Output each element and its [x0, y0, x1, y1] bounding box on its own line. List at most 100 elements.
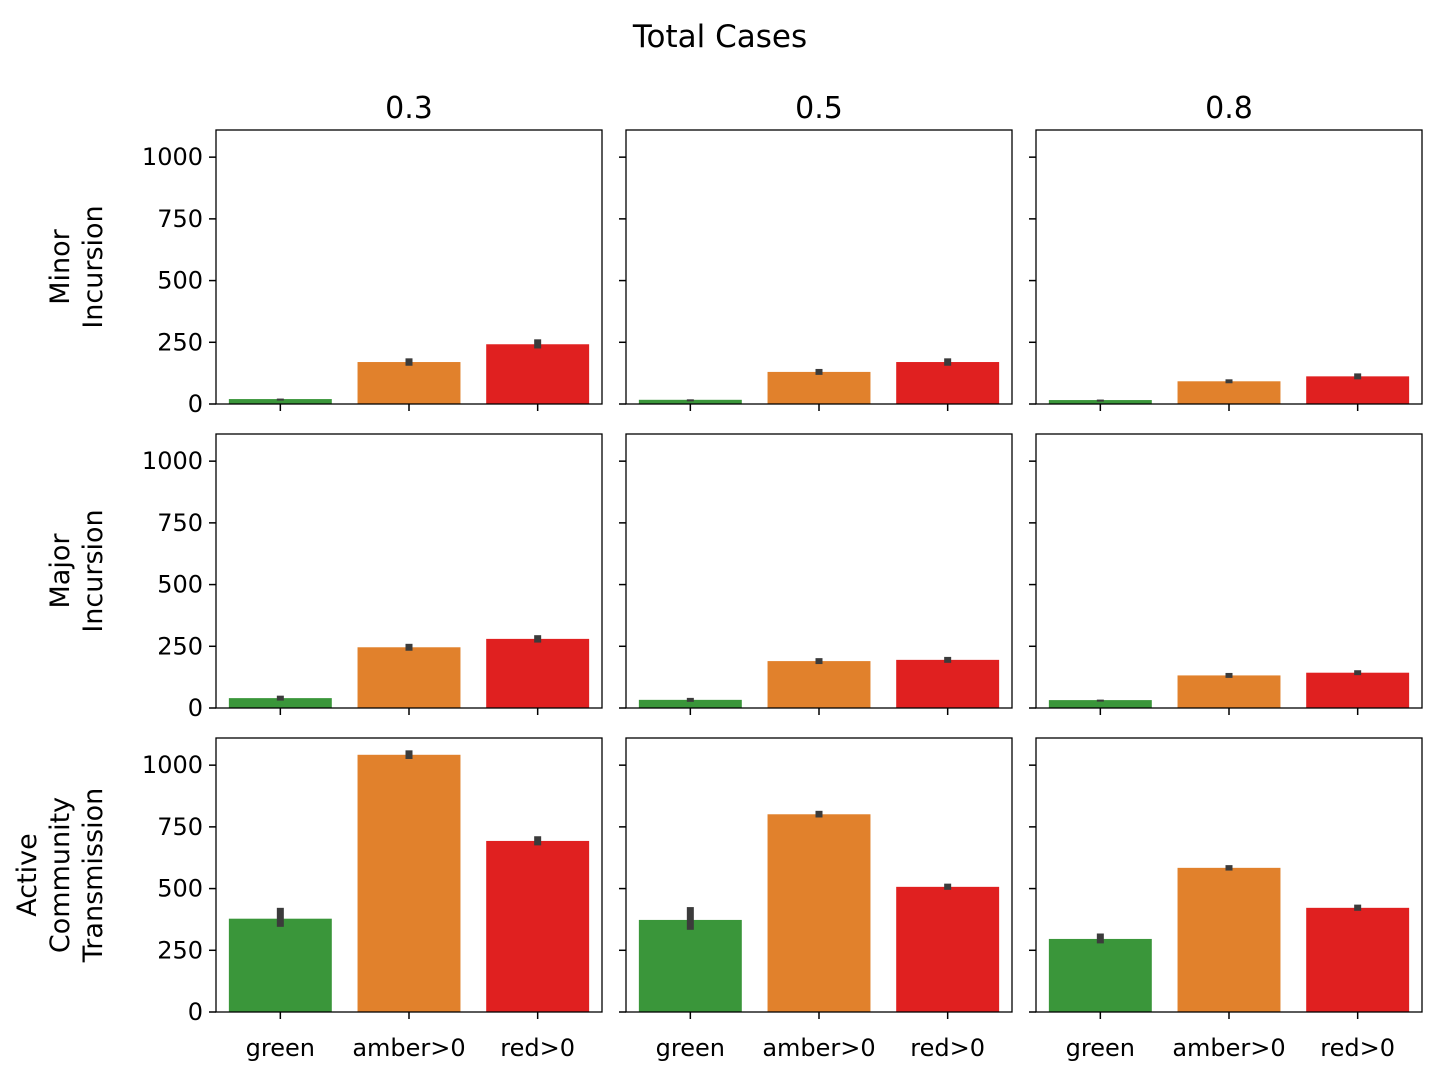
panel [1029, 433, 1423, 715]
row-label: Incursion [78, 205, 109, 328]
error-bar [944, 656, 952, 663]
bar-red-gt-0 [896, 362, 1000, 404]
bar-green [1048, 938, 1152, 1012]
error-bar [1354, 904, 1362, 911]
x-tick-label: red>0 [910, 1034, 985, 1062]
error-bar [1225, 865, 1233, 871]
bar-amber-gt-0 [767, 661, 871, 708]
row-label: Transmission [78, 788, 109, 963]
error-bar [405, 358, 413, 366]
bar-red-gt-0 [486, 344, 590, 404]
bar-amber-gt-0 [767, 371, 871, 404]
y-tick-label: 250 [157, 328, 203, 356]
bar-red-gt-0 [1306, 672, 1410, 708]
panel: 0 250 500 750 1000 [142, 129, 603, 418]
error-bar [405, 643, 413, 651]
bar-green [228, 918, 332, 1012]
error-bar [815, 368, 823, 375]
error-bar [1354, 670, 1362, 676]
error-bar [276, 695, 284, 701]
x-tick-label: green [1066, 1034, 1135, 1062]
column-title: 0.5 [795, 91, 843, 126]
error-bar [944, 883, 952, 890]
bar-green [228, 399, 332, 404]
error-bar [1225, 379, 1233, 384]
x-tick-label: red>0 [500, 1034, 575, 1062]
y-tick-label: 750 [157, 813, 203, 841]
y-tick-label: 500 [157, 267, 203, 295]
chart-title: Total Cases [632, 19, 807, 55]
error-bar [815, 658, 823, 665]
error-bar [534, 836, 542, 846]
error-bar [686, 399, 694, 402]
y-tick-label: 0 [188, 694, 203, 722]
bar-amber-gt-0 [1177, 675, 1281, 708]
panel: 0 250 500 750 1000 [142, 433, 603, 722]
bar-green [638, 919, 742, 1012]
bar-green [1048, 400, 1152, 404]
bar-green [638, 399, 742, 404]
error-bar [1096, 933, 1104, 944]
error-bar [686, 907, 694, 930]
bar-amber-gt-0 [767, 814, 871, 1012]
panel: green amber>0 red>0 [619, 737, 1013, 1062]
panel [1029, 129, 1423, 411]
y-tick-label: 750 [157, 205, 203, 233]
error-bar [405, 750, 413, 759]
bar-amber-gt-0 [1177, 381, 1281, 404]
y-tick-label: 0 [188, 998, 203, 1026]
error-bar [815, 810, 823, 818]
error-bar [276, 398, 284, 401]
bar-red-gt-0 [1306, 376, 1410, 404]
x-tick-label: amber>0 [352, 1034, 465, 1062]
y-tick-label: 500 [157, 571, 203, 599]
bar-amber-gt-0 [1177, 867, 1281, 1012]
bar-red-gt-0 [486, 638, 590, 708]
column-title: 0.3 [385, 91, 433, 126]
bar-amber-gt-0 [357, 754, 461, 1012]
x-tick-label: green [246, 1034, 315, 1062]
bar-green [1048, 700, 1152, 708]
error-bar [276, 907, 284, 927]
row-label: Major [45, 533, 76, 609]
error-bar [686, 697, 694, 702]
row-label: Community [45, 797, 76, 953]
y-tick-label: 750 [157, 509, 203, 537]
y-tick-label: 1000 [142, 447, 203, 475]
bar-red-gt-0 [896, 659, 1000, 708]
error-bar [944, 358, 952, 366]
bar-amber-gt-0 [357, 647, 461, 708]
error-bar [534, 635, 542, 643]
y-tick-label: 250 [157, 936, 203, 964]
column-title: 0.8 [1205, 91, 1253, 126]
y-tick-label: 500 [157, 875, 203, 903]
panel: 0 250 500 750 1000 green amber>0 red>0 [142, 737, 603, 1062]
y-tick-label: 0 [188, 390, 203, 418]
error-bar [534, 339, 542, 349]
bar-red-gt-0 [1306, 907, 1410, 1012]
x-tick-label: red>0 [1320, 1034, 1395, 1062]
error-bar [1096, 699, 1104, 702]
error-bar [1225, 672, 1233, 678]
panel-frame [1035, 433, 1423, 709]
x-tick-label: amber>0 [1172, 1034, 1285, 1062]
bar-red-gt-0 [486, 840, 590, 1012]
row-label: Incursion [78, 509, 109, 632]
row-label: Minor [45, 228, 76, 304]
bar-red-gt-0 [896, 886, 1000, 1012]
y-tick-label: 250 [157, 632, 203, 660]
y-tick-label: 1000 [142, 143, 203, 171]
bar-amber-gt-0 [357, 362, 461, 404]
error-bar [1354, 373, 1362, 380]
row-label: Active [12, 833, 43, 917]
bar-green [638, 699, 742, 708]
error-bar [1096, 399, 1104, 402]
x-tick-label: green [656, 1034, 725, 1062]
panel-frame [1035, 129, 1423, 405]
y-tick-label: 1000 [142, 751, 203, 779]
bar-green [228, 698, 332, 708]
panel [619, 433, 1013, 715]
panel [619, 129, 1013, 411]
